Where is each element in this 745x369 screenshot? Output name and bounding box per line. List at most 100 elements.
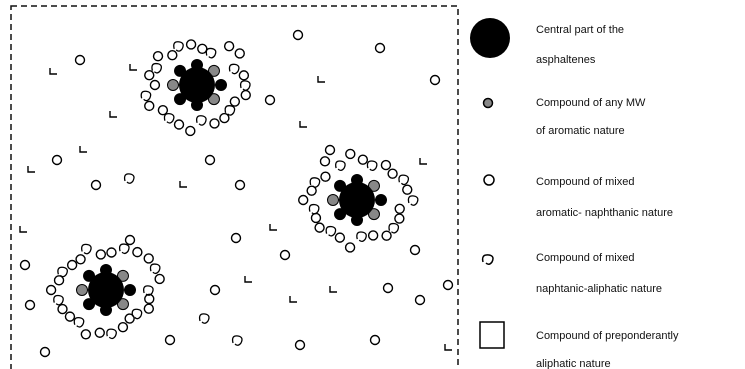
mixed-compound (232, 234, 241, 243)
aromatic-compound (328, 195, 339, 206)
mixed-compound (118, 323, 127, 332)
mixed-compound (166, 336, 175, 345)
mixed-compound (126, 236, 135, 245)
mixed-compound (150, 81, 159, 90)
aliphatic-compound (180, 181, 187, 187)
mixed-compound (281, 251, 290, 260)
aliphatic-compound (20, 226, 27, 232)
naphtanic-compound (164, 114, 173, 123)
legend-text: Compound of mixed (536, 252, 634, 264)
mixed-compound (211, 286, 220, 295)
naphtanic-compound (125, 174, 134, 183)
naphtanic-compound (309, 205, 318, 214)
legend: Central part of the asphaltenes Compound… (470, 18, 679, 369)
mixed-compound (444, 281, 453, 290)
core-fragment (376, 195, 387, 206)
mixed-compound (168, 51, 177, 60)
mixed-compound (158, 106, 167, 115)
mixed-compound (206, 156, 215, 165)
mixed-compound (320, 157, 329, 166)
naphtanic-compound (233, 336, 242, 345)
mixed-compound (236, 181, 245, 190)
mixed-compound (220, 114, 229, 123)
mixed-compound (358, 155, 367, 164)
mixed-compound (210, 119, 219, 128)
aliphatic-compound (110, 111, 117, 117)
naphtanic-compound (150, 264, 159, 273)
mixed-compound (241, 91, 250, 100)
mixed-compound (230, 97, 239, 106)
mixed-compound (186, 126, 195, 135)
naphtanic-compound (336, 161, 345, 170)
asphaltene-core (88, 272, 124, 308)
mixed-compound (335, 233, 344, 242)
naphtanic-compound (82, 244, 91, 253)
mixed-compound (155, 274, 164, 283)
asphaltene-core (339, 182, 375, 218)
legend-text: Central part of the (536, 24, 624, 36)
mixed-compound (187, 40, 196, 49)
mixed-compound (371, 336, 380, 345)
aliphatic-compound (330, 286, 337, 292)
naphtanic-compound (107, 329, 116, 338)
legend-core-icon (470, 18, 510, 58)
mixed-compound (76, 56, 85, 65)
mixed-compound (416, 296, 425, 305)
naphtanic-compound (74, 318, 83, 327)
mixed-compound (376, 44, 385, 53)
legend-text: Compound of preponderantly (536, 330, 679, 342)
mixed-compound (68, 261, 77, 270)
aromatic-compound (77, 285, 88, 296)
mixed-compound (133, 248, 142, 257)
aliphatic-compound (270, 224, 277, 230)
mixed-compound (326, 146, 335, 155)
mixed-compound (266, 96, 275, 105)
mixed-compound (175, 120, 184, 129)
aliphatic-compound (245, 276, 252, 282)
mixed-compound (154, 52, 163, 61)
mixed-compound (47, 286, 56, 295)
aliphatic-compound (80, 146, 87, 152)
legend-text: asphaltenes (536, 54, 596, 66)
mixed-compound (198, 44, 207, 53)
mixed-compound (76, 255, 85, 264)
naphtanic-compound (54, 295, 63, 304)
legend-mixed-icon (484, 175, 494, 185)
mixed-compound (381, 161, 390, 170)
aliphatic-compound (420, 158, 427, 164)
mixed-compound (41, 348, 50, 357)
mixed-compound (145, 71, 154, 80)
naphtanic-compound (357, 232, 366, 241)
core-fragment (125, 285, 136, 296)
mixed-compound (239, 71, 248, 80)
naphtanic-compound (174, 42, 183, 51)
mixed-compound (411, 246, 420, 255)
mixed-compound (395, 204, 404, 213)
mixed-compound (311, 213, 320, 222)
naphtanic-compound (141, 91, 150, 100)
core-fragment (216, 80, 227, 91)
naphtanic-compound (206, 48, 215, 57)
mixed-compound (58, 305, 67, 314)
aliphatic-compound (300, 121, 307, 127)
mixed-compound (55, 276, 64, 285)
naphtanic-compound (389, 224, 398, 233)
mixed-compound (369, 231, 378, 240)
mixed-compound (299, 196, 308, 205)
legend-aliphatic-icon (480, 322, 504, 348)
aromatic-compound (168, 80, 179, 91)
mixed-compound (403, 185, 412, 194)
aliphatic-compound (290, 296, 297, 302)
mixed-compound (382, 231, 391, 240)
legend-text: aliphatic nature (536, 358, 611, 369)
aliphatic-compound (130, 64, 137, 70)
legend-aromatic-icon (484, 99, 493, 108)
legend-text: naphtanic-aliphatic nature (536, 283, 662, 295)
legend-naphtanic-icon (483, 255, 493, 264)
naphtanic-compound (367, 161, 376, 170)
asphaltene-core (179, 67, 215, 103)
legend-text: of aromatic nature (536, 125, 625, 137)
mixed-compound (315, 223, 324, 232)
mixed-compound (95, 328, 104, 337)
mixed-compound (125, 314, 134, 323)
